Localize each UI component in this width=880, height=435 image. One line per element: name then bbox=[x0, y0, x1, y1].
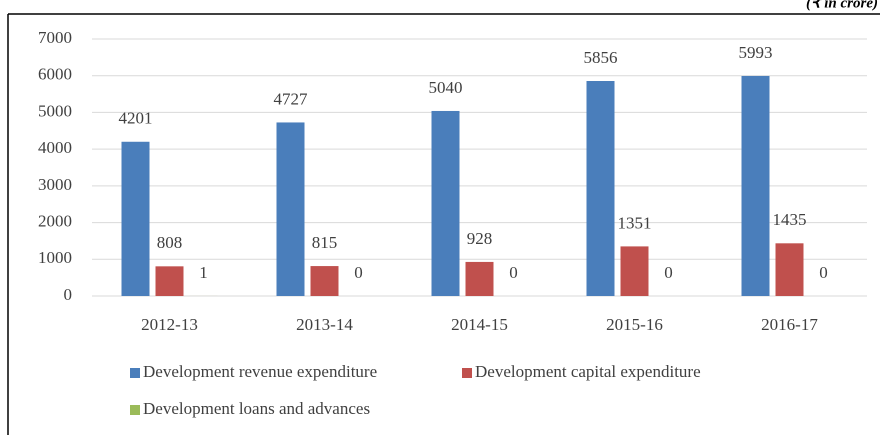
y-tick-label: 6000 bbox=[38, 65, 72, 84]
y-tick-label: 3000 bbox=[38, 175, 72, 194]
data-label: 1435 bbox=[773, 210, 807, 229]
y-tick-label: 5000 bbox=[38, 101, 72, 120]
y-tick-label: 7000 bbox=[38, 28, 72, 47]
data-label: 1 bbox=[199, 263, 208, 282]
unit-note: (₹ in crore) bbox=[806, 0, 878, 11]
data-label: 4727 bbox=[274, 89, 309, 108]
data-label: 4201 bbox=[119, 109, 153, 128]
data-label: 5040 bbox=[429, 78, 463, 97]
x-tick-label: 2012-13 bbox=[141, 315, 198, 334]
y-tick-label: 1000 bbox=[38, 248, 72, 267]
bar bbox=[310, 266, 339, 296]
bar bbox=[775, 243, 804, 296]
bar bbox=[465, 261, 494, 296]
x-tick-label: 2013-14 bbox=[296, 315, 353, 334]
bar bbox=[620, 246, 649, 296]
x-tick-label: 2014-15 bbox=[451, 315, 508, 334]
bar bbox=[155, 266, 184, 296]
data-label: 1351 bbox=[618, 213, 652, 232]
bar bbox=[741, 75, 770, 296]
x-tick-label: 2016-17 bbox=[761, 315, 818, 334]
bar bbox=[121, 141, 150, 296]
legend-swatch bbox=[130, 405, 140, 415]
legend-swatch bbox=[130, 368, 140, 378]
data-label: 0 bbox=[354, 263, 363, 282]
data-label: 5993 bbox=[739, 43, 773, 62]
data-label: 808 bbox=[157, 233, 183, 252]
legend-label: Development loans and advances bbox=[143, 399, 370, 418]
y-tick-label: 2000 bbox=[38, 211, 72, 230]
legend-label: Development revenue expenditure bbox=[143, 362, 377, 381]
x-tick-label: 2015-16 bbox=[606, 315, 663, 334]
bar bbox=[431, 110, 460, 297]
data-label: 928 bbox=[467, 229, 493, 248]
bar bbox=[586, 81, 615, 296]
data-label: 0 bbox=[509, 263, 518, 282]
y-tick-label: 0 bbox=[64, 285, 73, 304]
data-label: 0 bbox=[664, 263, 673, 282]
data-label: 0 bbox=[819, 263, 828, 282]
data-label: 5856 bbox=[584, 48, 618, 67]
y-tick-label: 4000 bbox=[38, 138, 72, 157]
data-label: 815 bbox=[312, 233, 338, 252]
legend-swatch bbox=[462, 368, 472, 378]
bar bbox=[276, 122, 305, 296]
legend-label: Development capital expenditure bbox=[475, 362, 701, 381]
